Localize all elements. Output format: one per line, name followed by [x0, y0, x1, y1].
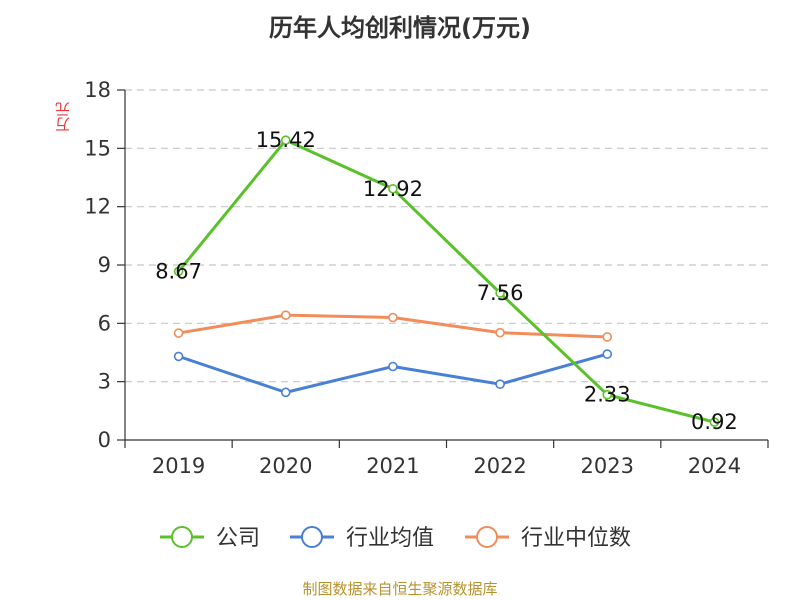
data-point	[280, 310, 291, 320]
legend-label: 行业均值	[346, 526, 434, 551]
data-point	[173, 328, 184, 338]
data-point	[602, 389, 613, 400]
data-source-note: 制图数据来自恒生聚源数据库	[302, 580, 498, 598]
data-point	[495, 379, 505, 389]
x-tick-label: 2024	[688, 454, 741, 478]
data-label: 0.92	[691, 410, 738, 434]
y-tick-label: 3	[98, 370, 111, 394]
legend-marker	[476, 526, 498, 548]
y-tick-label: 18	[84, 78, 111, 102]
data-label: 8.67	[155, 259, 202, 283]
data-point	[173, 351, 184, 362]
data-point	[495, 288, 505, 298]
data-point	[388, 183, 398, 194]
legend-label: 行业中位数	[521, 526, 631, 551]
data-label: 7.56	[477, 281, 524, 305]
series-line-0	[177, 138, 715, 424]
x-tick-label: 2019	[152, 454, 205, 478]
data-point	[602, 349, 613, 359]
data-point	[280, 135, 291, 145]
legend-marker	[171, 526, 193, 548]
data-label: 15.42	[256, 128, 316, 152]
data-label: 2.33	[584, 383, 631, 407]
data-point	[602, 332, 613, 342]
data-point	[280, 387, 291, 398]
y-tick-label: 12	[84, 195, 111, 219]
data-point	[388, 312, 398, 323]
data-label: 12.92	[363, 177, 423, 201]
legend-marker	[301, 526, 323, 548]
x-tick-label: 2021	[366, 454, 419, 478]
legend-label: 公司	[216, 526, 260, 551]
data-point	[495, 327, 505, 338]
y-tick-label: 6	[98, 311, 111, 335]
data-point	[388, 361, 398, 372]
y-tick-label: 0	[98, 428, 111, 452]
y-tick-label: 9	[98, 253, 111, 277]
data-point	[709, 417, 720, 427]
chart-title: 历年人均创利情况(万元)	[269, 14, 531, 42]
series-line-1	[178, 352, 608, 394]
data-point	[173, 266, 184, 277]
x-tick-label: 2023	[581, 454, 634, 478]
y-tick-label: 15	[84, 136, 111, 160]
x-tick-label: 2020	[259, 454, 312, 478]
x-tick-label: 2022	[473, 454, 526, 478]
